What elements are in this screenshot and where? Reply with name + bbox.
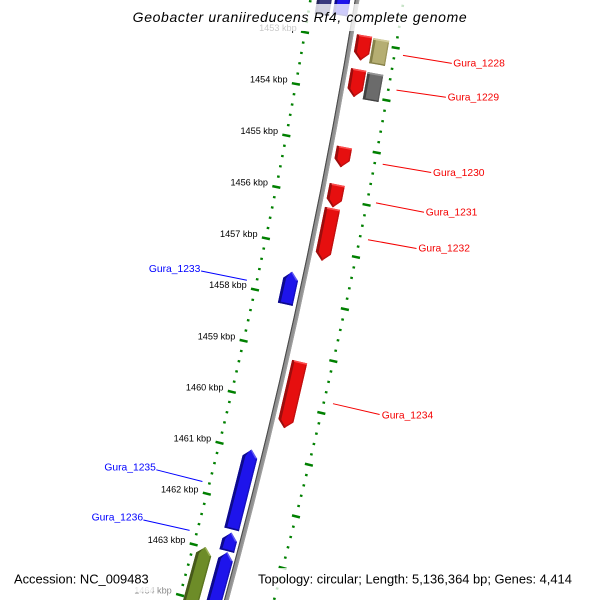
svg-text:1456 kbp: 1456 kbp [230, 178, 268, 188]
svg-text:1457 kbp: 1457 kbp [220, 229, 258, 239]
svg-text:1454 kbp: 1454 kbp [250, 75, 288, 85]
svg-text:Geobacter uraniireducens Rf4,: Geobacter uraniireducens Rf4, complete g… [133, 9, 468, 25]
svg-text:1463 kbp: 1463 kbp [148, 535, 186, 545]
svg-text:Topology: circular; Length: 5,: Topology: circular; Length: 5,136,364 bp… [258, 572, 572, 587]
svg-text:Gura_1228: Gura_1228 [453, 59, 505, 70]
svg-text:1461 kbp: 1461 kbp [174, 433, 212, 443]
svg-text:Gura_1229: Gura_1229 [448, 93, 500, 104]
svg-text:Gura_1232: Gura_1232 [418, 244, 470, 255]
svg-text:1462 kbp: 1462 kbp [161, 484, 199, 494]
svg-text:1459 kbp: 1459 kbp [198, 331, 236, 341]
svg-text:Gura_1234: Gura_1234 [382, 410, 434, 421]
svg-text:Gura_1236: Gura_1236 [92, 513, 144, 524]
svg-text:Gura_1233: Gura_1233 [149, 264, 201, 275]
svg-text:Gura_1231: Gura_1231 [426, 207, 478, 218]
svg-text:Accession: NC_009483: Accession: NC_009483 [14, 572, 149, 587]
svg-text:1458 kbp: 1458 kbp [209, 280, 247, 290]
svg-text:1460 kbp: 1460 kbp [186, 382, 224, 392]
svg-text:1455 kbp: 1455 kbp [240, 126, 278, 136]
svg-text:Gura_1230: Gura_1230 [433, 168, 485, 179]
svg-text:Gura_1235: Gura_1235 [104, 463, 156, 474]
